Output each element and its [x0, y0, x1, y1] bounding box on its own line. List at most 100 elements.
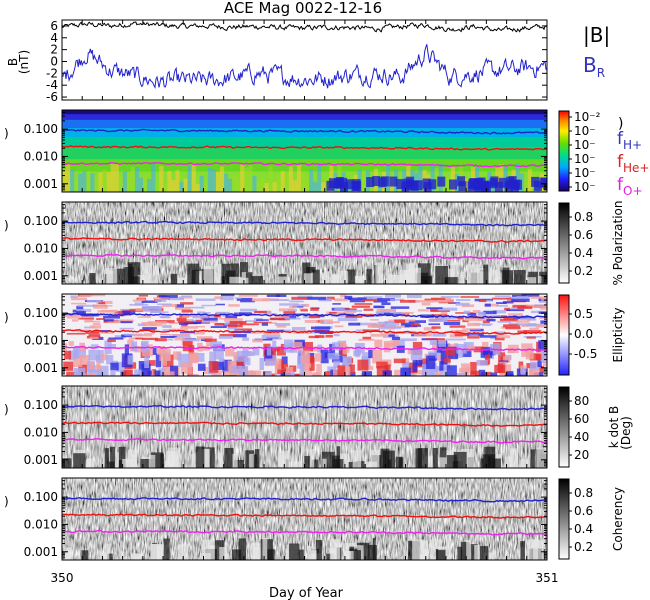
ellipticity-cell	[63, 361, 74, 371]
gray-column	[460, 271, 465, 284]
ellipticity-cell	[218, 336, 233, 339]
power-column	[305, 177, 310, 192]
ellipticity-cell	[417, 309, 430, 312]
ellipticity-cell	[545, 302, 547, 305]
ellipticity-cell	[372, 349, 383, 364]
power-spot	[406, 176, 415, 187]
ellipticity-cell	[498, 352, 506, 366]
ellipticity-cell	[152, 347, 157, 355]
power-column	[102, 169, 107, 192]
ellipticity-cell	[214, 323, 225, 326]
ellipticity-cell	[348, 372, 356, 376]
ellipticity-cell	[71, 297, 88, 301]
ellipticity-cell	[527, 317, 536, 321]
ellipticity-cell	[516, 296, 529, 299]
gray-column	[370, 449, 380, 468]
ellipticity-cell	[446, 338, 466, 341]
gray-column	[504, 456, 514, 468]
power-column	[78, 173, 83, 192]
gray-column	[177, 544, 189, 560]
ellipticity-cell	[394, 326, 401, 329]
gray-column	[323, 271, 330, 284]
gray-column	[474, 544, 480, 560]
panel-ellipticity: 0.100 0.010 0.001) 0.5 0.0 -0.5 Ellipticity	[4, 293, 625, 377]
power-column	[175, 170, 180, 192]
power-spot	[533, 180, 542, 191]
ellipticity-cell	[93, 305, 108, 309]
ion-legend-item: fH+	[617, 129, 642, 152]
ellipticity-cell	[120, 321, 133, 324]
colorbar-tick-label: 0.5	[574, 307, 593, 321]
ellipticity-cell	[455, 352, 464, 358]
colorbar-tick-label: 0.8	[574, 210, 593, 224]
ellipticity-cell	[254, 338, 273, 341]
ellipticity-cell	[210, 326, 227, 329]
gray-column	[251, 276, 263, 284]
colorbar-tick-label: 0.2	[574, 540, 593, 554]
ellipticity-cell	[103, 319, 114, 322]
power-column	[232, 176, 237, 192]
ellipticity-cell	[259, 357, 264, 370]
colorbar-power	[558, 110, 570, 192]
gray-column	[249, 453, 254, 468]
ellipticity-cell	[445, 346, 455, 356]
ellipticity-cell	[174, 336, 186, 341]
ellipticity-cell	[142, 327, 157, 330]
ellipticity-cell	[192, 373, 199, 376]
ellipticity-cell	[310, 307, 319, 311]
ellipticity-cell	[357, 322, 378, 326]
ellipticity-cell	[118, 319, 133, 323]
ellipticity-cell	[348, 364, 355, 375]
colorbar-tick-label: 20	[574, 448, 589, 462]
ellipticity-cell	[144, 356, 150, 369]
ellipticity-cell	[457, 316, 464, 320]
power-column	[163, 181, 168, 192]
gray-column	[510, 448, 518, 468]
ellipticity-cell	[286, 366, 294, 373]
ion-legend-main: f	[617, 175, 624, 195]
power-column	[151, 163, 156, 192]
ellipticity-cell	[311, 346, 321, 352]
ellipticity-cell	[510, 307, 525, 311]
ellipticity-cell	[393, 312, 403, 315]
power-column	[207, 167, 212, 192]
ellipticity-cell	[492, 297, 512, 300]
ellipticity-cell	[539, 316, 547, 319]
ion-legend-main: f	[617, 129, 624, 149]
freq-line-f-Heplus	[62, 421, 547, 427]
ellipticity-cell	[243, 357, 251, 366]
ellipticity-cell	[445, 297, 452, 301]
ellipticity-cell	[519, 317, 530, 320]
ellipticity-cell	[66, 332, 86, 335]
power-column	[195, 183, 200, 192]
ellipticity-cell	[363, 296, 383, 300]
ellipticity-cell	[440, 350, 448, 365]
ellipticity-cell	[342, 344, 348, 355]
ellipticity-cell	[485, 353, 491, 365]
ellipticity-cell	[378, 326, 396, 330]
ellipticity-cell	[96, 365, 109, 376]
ellipticity-cell	[160, 336, 177, 339]
gray-column	[245, 272, 253, 284]
ellipticity-cell	[319, 319, 333, 323]
ellipticity-cell	[544, 297, 547, 301]
ellipticity-cell	[154, 370, 161, 376]
ellipticity-cell	[500, 318, 519, 322]
ellipticity-cell	[423, 327, 436, 331]
ellipticity-cell	[384, 364, 391, 376]
power-column	[321, 182, 326, 192]
ellipticity-cell	[325, 334, 333, 338]
ellipticity-cell	[369, 315, 382, 318]
power-column	[179, 181, 184, 192]
ellipticity-cell	[185, 336, 192, 339]
gray-column	[267, 549, 275, 560]
ellipticity-cell	[79, 294, 95, 297]
ellipticity-cell	[134, 346, 147, 353]
ellipticity-cell	[408, 320, 427, 323]
ellipticity-cell	[482, 349, 489, 355]
ellipticity-cell	[431, 326, 441, 329]
power-column	[126, 172, 131, 192]
ellipticity-cell	[373, 300, 388, 303]
ellipticity-cell	[426, 338, 445, 341]
power-column	[187, 165, 192, 192]
